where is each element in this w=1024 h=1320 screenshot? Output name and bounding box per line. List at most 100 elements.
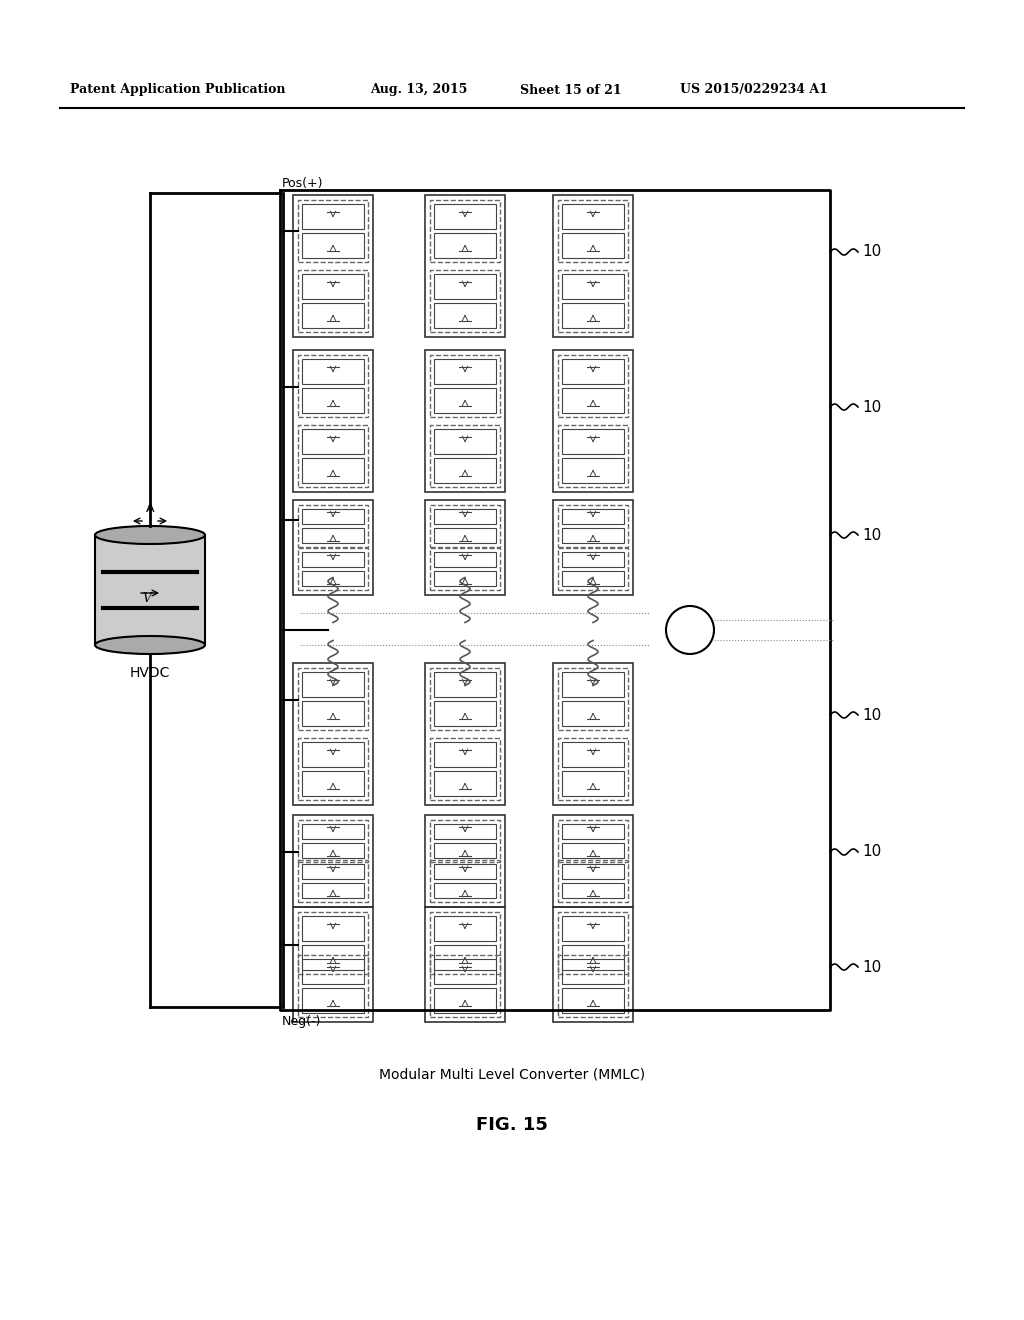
Bar [562, 572, 624, 586]
Bar [302, 945, 364, 970]
Bar [425, 663, 505, 805]
Bar [562, 510, 624, 524]
Bar [298, 912, 368, 974]
Bar [430, 548, 500, 590]
Bar [95, 535, 205, 645]
Bar [553, 663, 633, 805]
Text: Pos(+): Pos(+) [282, 177, 324, 190]
Bar [434, 205, 496, 228]
Bar [434, 883, 496, 898]
Text: 10: 10 [862, 400, 882, 414]
Bar [302, 883, 364, 898]
Bar [562, 742, 624, 767]
Bar [430, 861, 500, 902]
Bar [562, 824, 624, 840]
Bar [562, 883, 624, 898]
Bar [302, 843, 364, 858]
Bar [558, 355, 628, 417]
Bar [434, 304, 496, 327]
Bar [302, 824, 364, 840]
Bar [434, 359, 496, 384]
Bar [434, 429, 496, 454]
Bar [434, 824, 496, 840]
Ellipse shape [95, 525, 205, 544]
Bar [558, 912, 628, 974]
Bar [430, 355, 500, 417]
Text: A: A [145, 503, 155, 516]
Bar [302, 359, 364, 384]
Bar [553, 814, 633, 907]
Bar [302, 865, 364, 879]
Bar [302, 510, 364, 524]
Bar [434, 960, 496, 983]
Bar [434, 510, 496, 524]
Bar [298, 355, 368, 417]
Bar [430, 201, 500, 261]
Bar [434, 458, 496, 483]
Bar [558, 271, 628, 333]
Bar [562, 528, 624, 543]
Bar [434, 275, 496, 300]
Text: 10: 10 [862, 845, 882, 859]
Bar [430, 425, 500, 487]
Bar [302, 701, 364, 726]
Bar [298, 271, 368, 333]
Bar [562, 672, 624, 697]
Bar [430, 912, 500, 974]
Bar [298, 861, 368, 902]
Bar [558, 820, 628, 862]
Bar [558, 506, 628, 546]
Text: Neg(-): Neg(-) [282, 1015, 322, 1028]
Bar [558, 201, 628, 261]
Bar [302, 234, 364, 257]
Bar [562, 205, 624, 228]
Text: 10: 10 [862, 708, 882, 722]
Bar [434, 771, 496, 796]
Bar [425, 814, 505, 907]
Bar [562, 458, 624, 483]
Bar [302, 672, 364, 697]
Bar [434, 234, 496, 257]
Bar [293, 500, 373, 595]
Bar [434, 843, 496, 858]
Bar [562, 304, 624, 327]
Bar [302, 304, 364, 327]
Bar [430, 506, 500, 546]
Bar [553, 195, 633, 337]
Bar [298, 548, 368, 590]
Bar [298, 954, 368, 1016]
Circle shape [666, 606, 714, 653]
Bar [558, 668, 628, 730]
Bar [434, 701, 496, 726]
Bar [553, 350, 633, 492]
Bar [302, 388, 364, 413]
Bar [562, 388, 624, 413]
Bar [562, 429, 624, 454]
Text: V: V [142, 591, 151, 605]
Text: 10: 10 [862, 960, 882, 974]
Bar [293, 663, 373, 805]
Text: Modular Multi Level Converter (MMLC): Modular Multi Level Converter (MMLC) [379, 1068, 645, 1082]
Bar [562, 865, 624, 879]
Bar [430, 738, 500, 800]
Bar [434, 552, 496, 568]
Bar [562, 916, 624, 941]
Bar [302, 275, 364, 300]
Bar [558, 954, 628, 1016]
Bar [293, 195, 373, 337]
Text: FIG. 15: FIG. 15 [476, 1115, 548, 1134]
Bar [302, 916, 364, 941]
Text: US 2015/0229234 A1: US 2015/0229234 A1 [680, 83, 827, 96]
Bar [562, 359, 624, 384]
Bar [425, 350, 505, 492]
Bar [434, 388, 496, 413]
Bar [434, 528, 496, 543]
Bar [302, 528, 364, 543]
Bar [302, 205, 364, 228]
Bar [293, 907, 373, 1022]
Bar [562, 552, 624, 568]
Text: Patent Application Publication: Patent Application Publication [70, 83, 286, 96]
Bar [434, 945, 496, 970]
Bar [425, 907, 505, 1022]
Bar [430, 271, 500, 333]
